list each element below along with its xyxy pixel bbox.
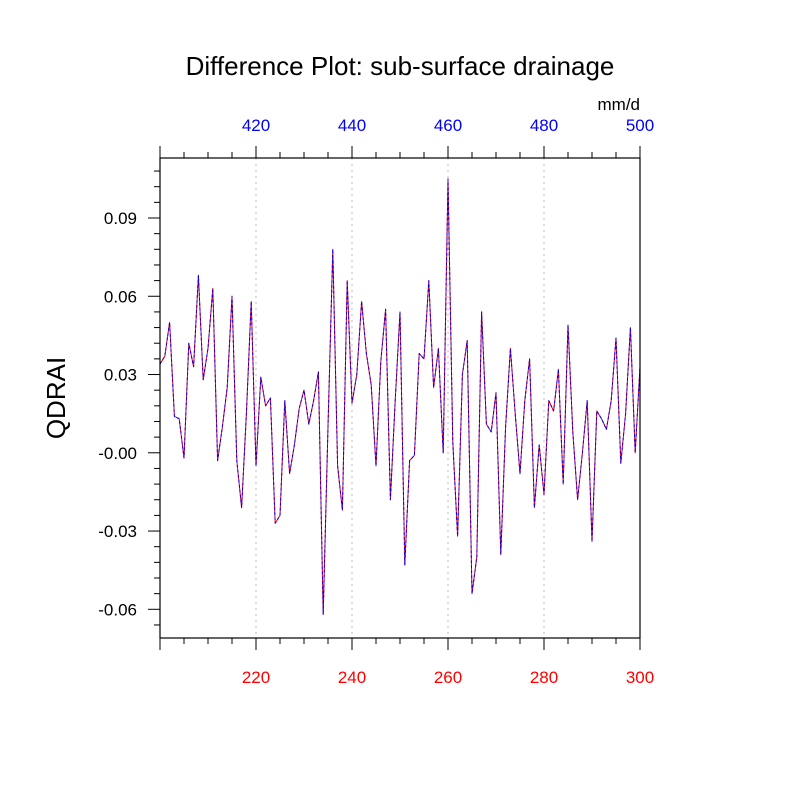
y-tick-label: -0.03 <box>98 522 137 541</box>
axis-ticks <box>148 146 641 650</box>
chart-title: Difference Plot: sub-surface drainage <box>186 51 615 81</box>
x-top-tick-label: 500 <box>626 116 654 135</box>
x-top-tick-label: 420 <box>242 116 270 135</box>
y-axis-label: QDRAI <box>41 357 71 439</box>
y-tick-label: 0.09 <box>104 209 137 228</box>
x-bottom-tick-label: 300 <box>626 668 654 687</box>
y-tick-label: 0.06 <box>104 287 137 306</box>
x-bottom-tick-label: 240 <box>338 668 366 687</box>
y-tick-label: 0.03 <box>104 366 137 385</box>
x-bottom-tick-label: 260 <box>434 668 462 687</box>
y-tick-label: -0.00 <box>98 444 137 463</box>
x-top-tick-label: 480 <box>530 116 558 135</box>
x-top-tick-label: 440 <box>338 116 366 135</box>
x-bottom-tick-label: 220 <box>242 668 270 687</box>
plot-frame <box>159 157 641 639</box>
series-lines <box>159 178 641 616</box>
x-bottom-tick-label: 280 <box>530 668 558 687</box>
y-tick-label: -0.06 <box>98 600 137 619</box>
units-label: mm/d <box>598 95 641 114</box>
tick-labels: -0.06 -0.03 -0.00 0.03 0.06 0.09 220 240 260 280 3… <box>98 116 654 687</box>
x-top-tick-label: 460 <box>434 116 462 135</box>
series-line-top-axis <box>159 178 641 616</box>
